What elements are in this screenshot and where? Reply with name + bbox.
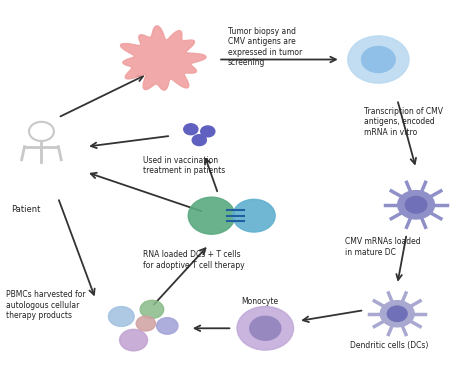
Circle shape: [250, 316, 281, 340]
Ellipse shape: [188, 197, 235, 234]
Circle shape: [398, 191, 435, 219]
Text: CMV mRNAs loaded
in mature DC: CMV mRNAs loaded in mature DC: [346, 238, 421, 257]
Text: Tumor biopsy and
CMV antigens are
expressed in tumor
screening: Tumor biopsy and CMV antigens are expres…: [228, 27, 302, 67]
Circle shape: [119, 329, 147, 351]
Text: Used in vaccination
treatment in patients: Used in vaccination treatment in patient…: [143, 156, 225, 175]
Circle shape: [380, 301, 414, 327]
Circle shape: [201, 126, 215, 137]
Text: PBMCs harvested for
autologous cellular
therapy products: PBMCs harvested for autologous cellular …: [6, 290, 86, 320]
Text: Monocyte: Monocyte: [242, 298, 279, 306]
Circle shape: [140, 300, 164, 318]
Circle shape: [109, 307, 134, 326]
Text: Transcription of CMV
antigens, encoded
mRNA in vitro: Transcription of CMV antigens, encoded m…: [364, 107, 443, 137]
Text: Patient: Patient: [11, 205, 40, 214]
Circle shape: [156, 318, 178, 334]
Circle shape: [362, 46, 395, 72]
Circle shape: [192, 135, 206, 146]
Circle shape: [237, 306, 293, 350]
Circle shape: [348, 36, 409, 83]
Circle shape: [405, 197, 427, 213]
Polygon shape: [120, 26, 206, 90]
Circle shape: [136, 316, 155, 331]
Text: Dendritic cells (DCs): Dendritic cells (DCs): [350, 341, 428, 350]
Circle shape: [171, 114, 228, 158]
Text: RNA loaded DCs + T cells
for adoptive T cell therapy: RNA loaded DCs + T cells for adoptive T …: [143, 250, 245, 270]
Circle shape: [387, 306, 407, 321]
Ellipse shape: [233, 199, 275, 232]
Circle shape: [184, 124, 198, 135]
